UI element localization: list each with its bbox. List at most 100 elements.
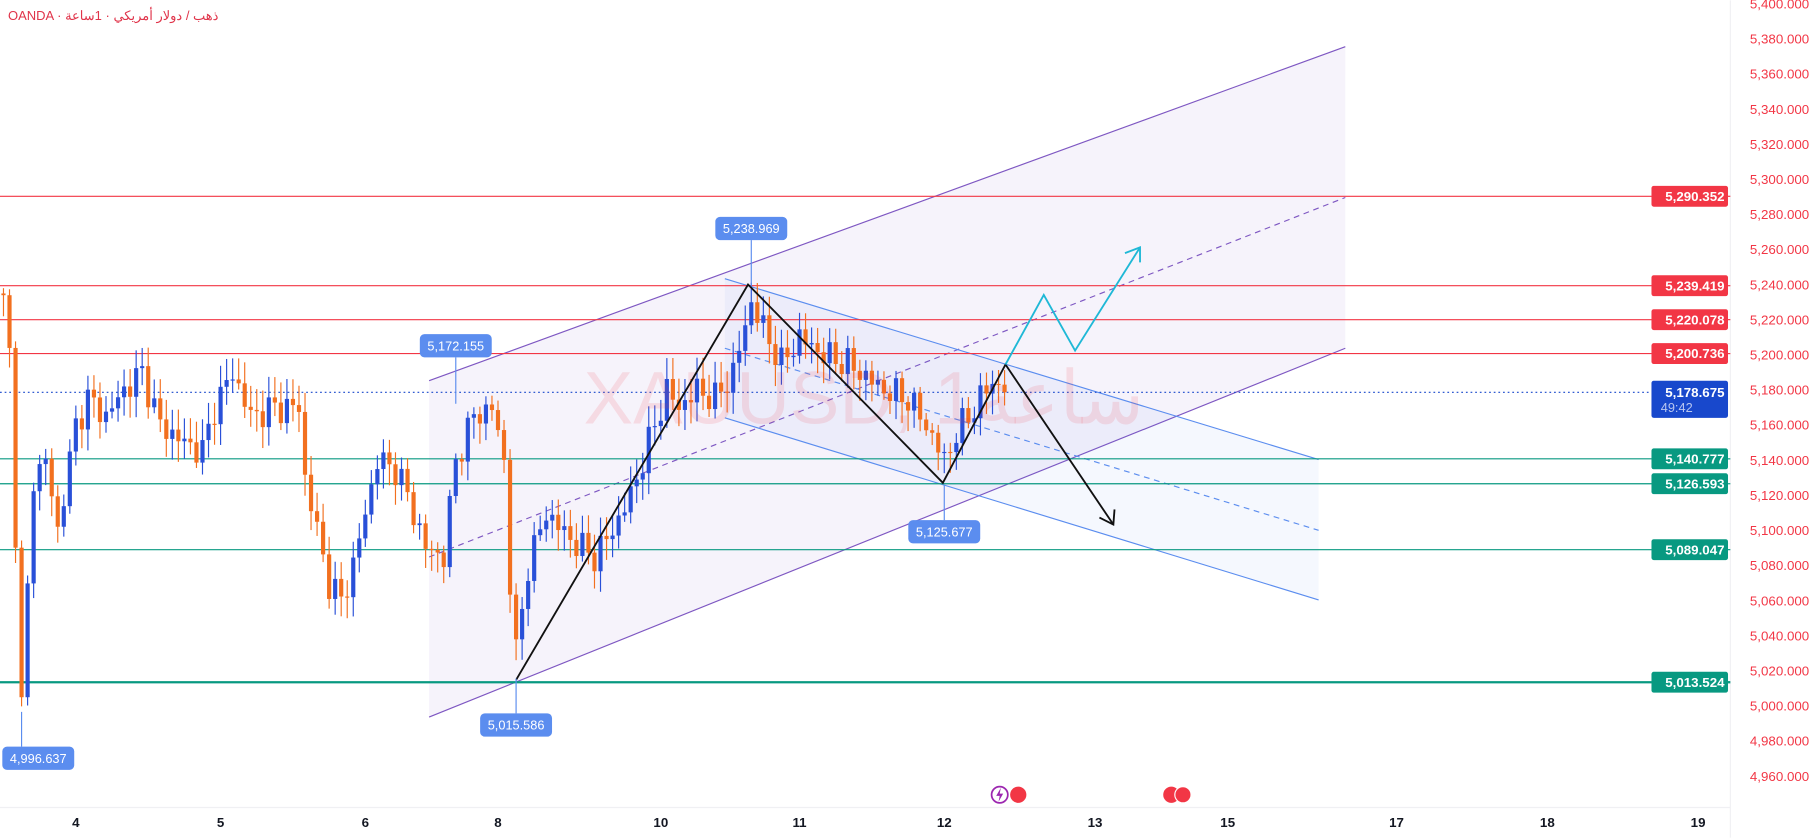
candle[interactable] — [435, 542, 440, 573]
candle[interactable] — [290, 379, 296, 422]
candle[interactable] — [200, 419, 205, 475]
candle[interactable] — [345, 580, 350, 619]
candle[interactable] — [296, 385, 302, 433]
candle[interactable] — [278, 382, 283, 431]
candle[interactable] — [405, 458, 410, 502]
candle[interactable] — [459, 453, 464, 476]
candle[interactable] — [49, 448, 54, 517]
candle[interactable] — [592, 534, 597, 589]
candle[interactable] — [899, 371, 905, 423]
candle[interactable] — [224, 358, 229, 405]
candle[interactable] — [501, 419, 507, 474]
candle[interactable] — [333, 561, 338, 615]
candle[interactable] — [477, 406, 482, 444]
candle[interactable] — [857, 359, 862, 401]
candle[interactable] — [308, 455, 314, 531]
candle[interactable] — [43, 448, 48, 486]
candle[interactable] — [610, 516, 615, 558]
candle[interactable] — [188, 418, 193, 455]
candle[interactable] — [447, 489, 452, 578]
candle[interactable] — [417, 513, 422, 540]
pivot-badge[interactable] — [908, 520, 981, 544]
candle[interactable] — [875, 370, 881, 396]
candle[interactable] — [863, 360, 868, 401]
candle[interactable] — [550, 500, 555, 539]
candle[interactable] — [134, 350, 139, 418]
candle[interactable] — [441, 545, 446, 584]
us-flag-event-icon[interactable] — [1174, 786, 1192, 804]
candle[interactable] — [321, 503, 326, 563]
candle[interactable] — [538, 515, 543, 541]
candle[interactable] — [411, 482, 416, 534]
candle[interactable] — [791, 338, 796, 367]
candle[interactable] — [737, 330, 742, 383]
candle[interactable] — [568, 509, 573, 558]
candle[interactable] — [369, 470, 374, 524]
candle[interactable] — [869, 360, 874, 402]
candle[interactable] — [266, 376, 271, 446]
candle[interactable] — [785, 330, 790, 373]
candle[interactable] — [725, 371, 730, 413]
candle[interactable] — [164, 399, 169, 457]
candle[interactable] — [942, 443, 947, 474]
pivot-badge[interactable] — [715, 216, 788, 241]
candle[interactable] — [598, 517, 603, 592]
candle[interactable] — [242, 362, 247, 419]
candle[interactable] — [682, 378, 688, 430]
candle[interactable] — [688, 378, 694, 424]
candle[interactable] — [85, 375, 90, 451]
candle[interactable] — [31, 482, 36, 599]
candle[interactable] — [387, 439, 392, 486]
candle[interactable] — [115, 380, 121, 422]
candle[interactable] — [839, 351, 844, 382]
candle[interactable] — [580, 515, 585, 562]
candle[interactable] — [272, 377, 277, 417]
candle[interactable] — [574, 523, 579, 569]
candle[interactable] — [954, 433, 959, 470]
candle[interactable] — [339, 562, 344, 617]
candle[interactable] — [97, 382, 103, 439]
candle[interactable] — [302, 392, 308, 496]
candle[interactable] — [978, 373, 983, 436]
candle[interactable] — [206, 402, 211, 458]
event-icons[interactable] — [990, 785, 1192, 804]
candle[interactable] — [375, 455, 380, 500]
candle[interactable] — [893, 370, 899, 420]
candle[interactable] — [61, 494, 66, 537]
candle[interactable] — [284, 378, 290, 434]
candle[interactable] — [67, 439, 72, 514]
candle[interactable] — [652, 405, 657, 446]
candle[interactable] — [25, 575, 30, 706]
candle[interactable] — [622, 492, 627, 522]
candle[interactable] — [996, 370, 1001, 403]
pivot-badge[interactable] — [480, 713, 553, 737]
candle[interactable] — [351, 541, 356, 617]
candle[interactable] — [483, 396, 489, 441]
candle[interactable] — [749, 282, 754, 334]
candle[interactable] — [930, 423, 935, 446]
candle[interactable] — [797, 312, 802, 364]
candle[interactable] — [465, 411, 470, 481]
candle[interactable] — [381, 439, 386, 489]
candle[interactable] — [779, 329, 784, 385]
candle[interactable] — [152, 379, 157, 414]
pivot-badge[interactable] — [2, 746, 75, 770]
candle[interactable] — [1, 288, 6, 317]
candle[interactable] — [526, 568, 531, 627]
candle[interactable] — [495, 400, 501, 437]
candle[interactable] — [140, 347, 145, 386]
candle[interactable] — [55, 485, 60, 543]
candle[interactable] — [713, 361, 718, 419]
candle[interactable] — [719, 361, 724, 408]
pivot-badge[interactable] — [419, 334, 492, 358]
candle[interactable] — [182, 418, 187, 459]
candle[interactable] — [212, 402, 217, 445]
candle[interactable] — [79, 404, 84, 449]
candle[interactable] — [664, 358, 669, 428]
candle[interactable] — [73, 405, 78, 466]
candle[interactable] — [556, 499, 561, 551]
candle[interactable] — [936, 424, 941, 471]
candle[interactable] — [966, 397, 971, 429]
candle[interactable] — [314, 492, 320, 536]
